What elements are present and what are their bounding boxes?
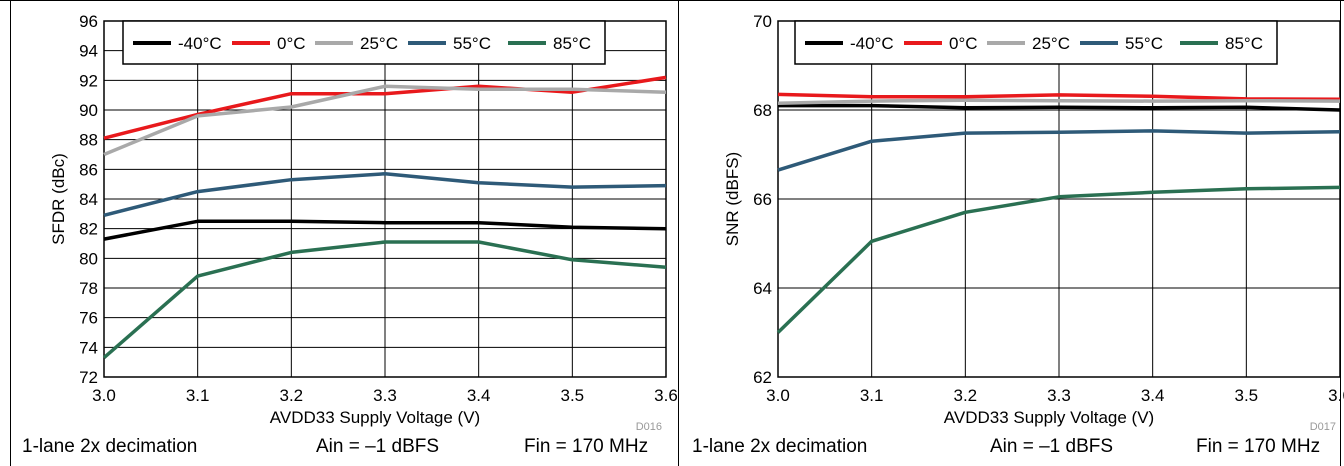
y-tick-label: 88 [79,131,98,150]
condition-fin-2: Fin = 170 MHz [1196,436,1321,457]
y-tick-label: 64 [753,279,772,298]
y-tick-label: 92 [79,71,98,90]
x-tick-label: 3.3 [373,386,397,405]
condition-lane-2: 1-lane 2x decimation [692,436,868,457]
y-tick-label: 72 [79,368,98,387]
series-line [777,129,1341,172]
legend-label: -40°C [178,34,222,53]
y-tick-label: 90 [79,101,98,120]
y-axis-label: SFDR (dBc) [49,153,68,245]
legend-label: 25°C [1032,34,1070,53]
series-line [102,240,667,360]
x-tick-label: 3.5 [561,386,585,405]
y-tick-label: 76 [79,309,98,328]
series-line [103,219,667,241]
x-tick-label: 3.0 [766,386,790,405]
x-tick-label: 3.2 [954,386,978,405]
y-tick-label: 94 [79,42,98,61]
left-border [10,0,11,466]
legend-label: 0°C [949,34,978,53]
series-line [103,84,667,157]
y-tick-label: 78 [79,279,98,298]
y-tick-label: 74 [79,338,98,357]
y-tick-label: 96 [79,12,98,31]
x-tick-label: 3.4 [1141,386,1165,405]
y-tick-label: 86 [79,160,98,179]
x-tick-label: 3.6 [654,386,678,405]
sfdr-chart: 72 74 76 78 80 82 84 86 88 90 92 94 96 3.0 3.1 3.2 3.3 3.… [49,12,678,433]
panel-divider [678,0,679,466]
y-tick-label: 70 [753,12,772,31]
y-tick-label: 62 [753,368,772,387]
x-tick-label: 3.3 [1047,386,1071,405]
y-tick-label: 66 [753,190,772,209]
x-tick-label: 3.4 [467,386,491,405]
legend-box [122,20,606,65]
legend-label: 25°C [360,34,398,53]
x-tick-label: 3.2 [280,386,304,405]
x-axis-label: AVDD33 Supply Voltage (V) [944,408,1154,427]
series-line [777,98,1341,106]
y-tick-label: 68 [753,101,772,120]
y-tick-label: 84 [79,190,98,209]
y-tick-label: 80 [79,249,98,268]
series-line [776,185,1341,334]
top-border [0,0,1344,1]
snr-chart: 62 64 66 68 70 3.0 3.1 3.2 3.3 3.4 3.5 3.6 -40°C 0°C 2… [723,12,1344,433]
x-tick-label: 3.1 [186,386,210,405]
condition-fin: Fin = 170 MHz [524,436,649,457]
x-tick-label: 3.1 [860,386,884,405]
y-axis-label: SNR (dBFS) [723,152,742,246]
legend-label: 85°C [553,34,591,53]
legend-label: 0°C [277,34,306,53]
x-tick-label: 3.5 [1235,386,1259,405]
figure-code: D017 [1310,421,1336,433]
legend-label: -40°C [850,34,894,53]
legend-label: 85°C [1225,34,1263,53]
series-line [777,92,1341,102]
x-axis-label: AVDD33 Supply Voltage (V) [270,408,480,427]
y-tick-label: 82 [79,220,98,239]
x-tick-label: 3.6 [1328,386,1344,405]
legend-label: 55°C [453,34,491,53]
condition-ain-2: Ain = –1 dBFS [990,436,1114,457]
condition-lane: 1-lane 2x decimation [22,436,198,457]
series-line [103,172,667,217]
series-line [778,103,1341,112]
legend-label: 55°C [1125,34,1163,53]
x-tick-label: 3.0 [92,386,116,405]
figure-code: D016 [636,421,662,433]
condition-ain: Ain = –1 dBFS [316,436,440,457]
